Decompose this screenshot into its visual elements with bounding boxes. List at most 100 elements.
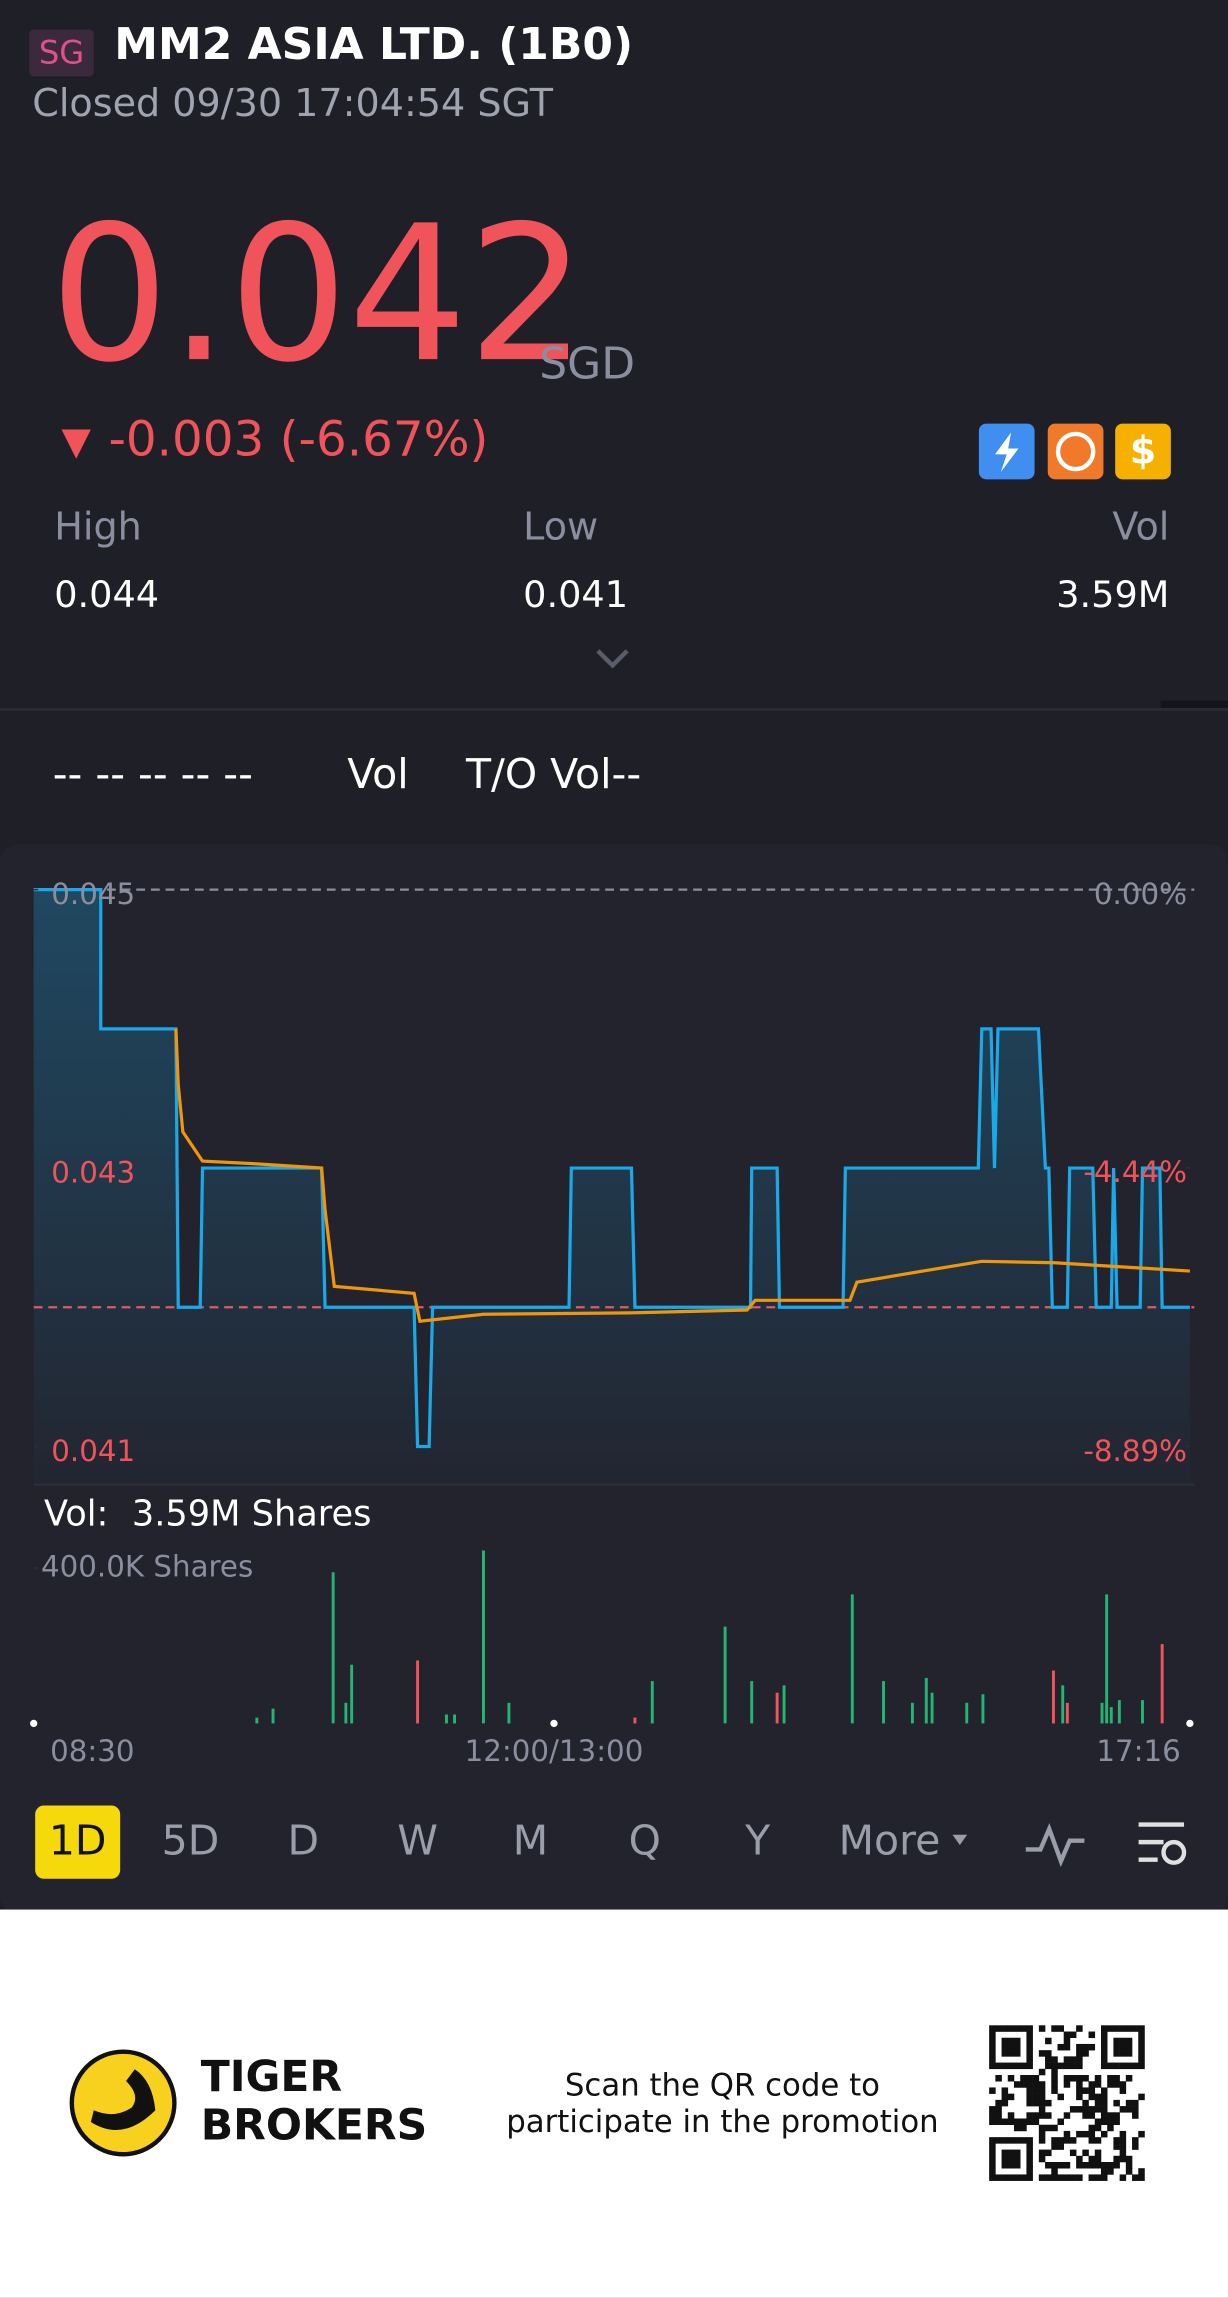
x-tick-label: 12:00/13:00: [465, 1734, 644, 1768]
qr-module: [1063, 2112, 1071, 2119]
qr-module: [1082, 2112, 1089, 2119]
period-tab[interactable]: Q: [629, 1817, 661, 1865]
dollar-glyph: $: [1130, 428, 1157, 472]
qr-module: [1007, 2118, 1015, 2126]
qr-module: [1088, 2130, 1096, 2138]
qr-module: [1045, 2062, 1052, 2070]
qr-module: [1119, 2130, 1127, 2138]
qr-module: [1088, 2081, 1096, 2088]
qr-module: [1082, 2161, 1089, 2169]
qr-module: [1013, 2081, 1021, 2088]
qr-module: [1100, 2031, 1108, 2039]
settings-button[interactable]: [1138, 1822, 1187, 1865]
qr-module: [1082, 2099, 1089, 2107]
qr-module: [1119, 2062, 1127, 2070]
qr-module: [1026, 2050, 1033, 2057]
period-tab[interactable]: Y: [744, 1817, 771, 1865]
qr-module: [1125, 2062, 1133, 2070]
qr-module: [1020, 2137, 1027, 2144]
qr-module: [1001, 2161, 1009, 2169]
qr-module: [989, 2062, 996, 2070]
indicator-vol[interactable]: Vol: [347, 750, 408, 798]
period-tab[interactable]: 1D: [49, 1817, 107, 1865]
qr-module: [1113, 2118, 1120, 2126]
qr-module: [1007, 2050, 1015, 2057]
qr-module: [1094, 2081, 1102, 2088]
qr-module: [1119, 2149, 1127, 2157]
qr-module: [1113, 2112, 1120, 2119]
qr-module: [1007, 2037, 1015, 2045]
market-badge-bg: [29, 29, 94, 77]
indicator-button[interactable]: [1025, 1822, 1085, 1868]
qr-module: [1013, 2025, 1021, 2032]
qr-module: [1069, 2137, 1077, 2144]
period-tab[interactable]: 5D: [162, 1817, 220, 1865]
qr-module: [989, 2161, 996, 2169]
qr-module: [1107, 2112, 1114, 2119]
qr-module: [1107, 2081, 1114, 2088]
qr-module: [1051, 2068, 1058, 2076]
qr-module: [989, 2137, 996, 2144]
qr-module: [1038, 2106, 1046, 2113]
qr-module: [1100, 2161, 1108, 2169]
qr-module: [1045, 2124, 1052, 2132]
qr-module: [1045, 2099, 1052, 2107]
qr-module: [995, 2062, 1002, 2070]
qr-module: [1076, 2050, 1083, 2057]
qr-module: [989, 2174, 996, 2181]
qr-module: [1001, 2043, 1009, 2051]
qr-module: [1088, 2174, 1096, 2181]
period-tab[interactable]: More: [839, 1817, 941, 1865]
qr-module: [1001, 2149, 1009, 2157]
x-tick-label: 08:30: [50, 1734, 134, 1768]
qr-module: [1026, 2174, 1033, 2181]
qr-module: [995, 2075, 1002, 2082]
qr-module: [1069, 2149, 1077, 2157]
qr-module: [1113, 2043, 1120, 2051]
qr-module: [1063, 2081, 1071, 2088]
qr-module: [1138, 2043, 1145, 2051]
qr-module: [1113, 2081, 1120, 2088]
qr-module: [1007, 2112, 1015, 2119]
qr-module: [1076, 2130, 1083, 2138]
period-tab[interactable]: D: [288, 1817, 320, 1865]
period-tab[interactable]: M: [513, 1817, 548, 1865]
qr-module: [1138, 2062, 1145, 2070]
divider: [0, 707, 1228, 711]
indicator-to-vol[interactable]: T/O Vol--: [465, 750, 641, 798]
promo-line: Scan the QR code to: [565, 2067, 880, 2103]
qr-module: [1057, 2118, 1064, 2126]
footer: [0, 1909, 1228, 2298]
qr-module: [1138, 2130, 1145, 2138]
qr-module: [1001, 2174, 1009, 2181]
qr-module: [1125, 2155, 1133, 2163]
qr-module: [989, 2037, 996, 2045]
settings-gear: [1161, 1839, 1187, 1865]
qr-module: [1032, 2099, 1040, 2107]
qr-module: [1107, 2118, 1114, 2126]
qr-module: [1082, 2050, 1089, 2057]
qr-module: [1063, 2130, 1071, 2138]
qr-module: [1107, 2161, 1114, 2169]
qr-module: [1032, 2075, 1040, 2082]
qr-module: [1082, 2043, 1089, 2051]
qr-module: [1100, 2099, 1108, 2107]
period-tab[interactable]: W: [397, 1817, 438, 1865]
qr-module: [1063, 2037, 1071, 2045]
price-change: -0.003 (-6.67%): [108, 412, 488, 468]
qr-module: [1094, 2124, 1102, 2132]
qr-module: [1007, 2025, 1015, 2032]
qr-module: [1057, 2043, 1064, 2051]
qr-module: [1088, 2137, 1096, 2144]
qr-module: [1038, 2137, 1046, 2144]
qr-module: [1038, 2025, 1046, 2032]
qr-module: [1125, 2161, 1133, 2169]
promo-line: participate in the promotion: [506, 2104, 938, 2140]
qr-module: [1088, 2112, 1096, 2119]
dollar-icon[interactable]: [1115, 423, 1171, 480]
qr-module: [1051, 2124, 1058, 2132]
qr-module: [1088, 2124, 1096, 2132]
expand-chevron[interactable]: [596, 649, 629, 669]
qr-module: [1100, 2093, 1108, 2101]
qr-module: [1007, 2161, 1015, 2169]
